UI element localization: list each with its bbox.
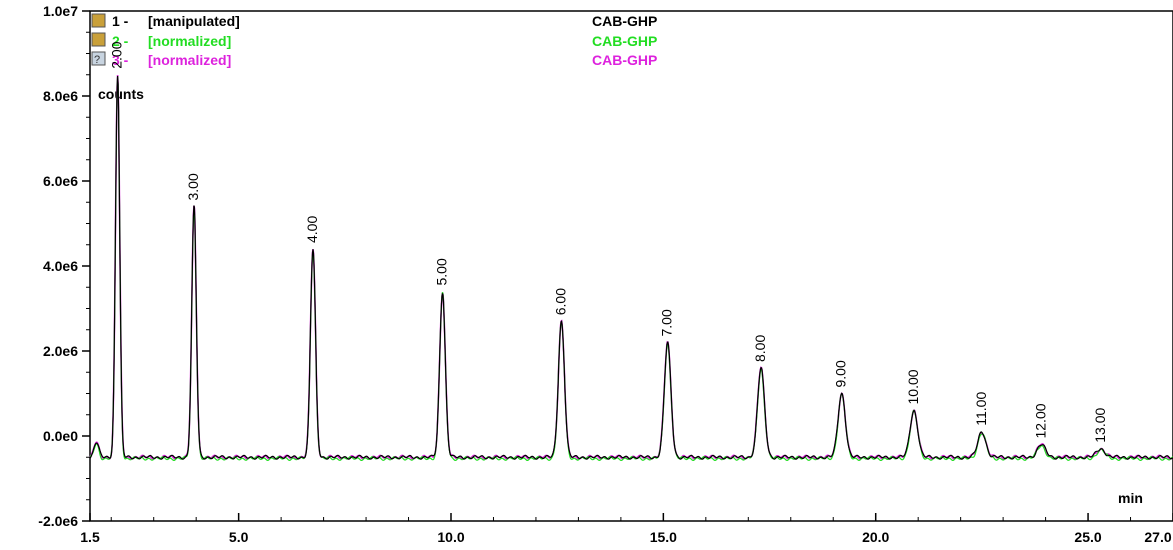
x-tick-label: 25.0 xyxy=(1074,529,1101,545)
y-tick-label: 6.0e6 xyxy=(43,173,78,189)
x-axis: 1.5 5.0 10.0 15.0 20.0 25.0 27.0 xyxy=(80,513,1173,545)
plot-frame xyxy=(89,10,1173,522)
y-tick-label: 4.0e6 xyxy=(43,258,78,274)
x-tick-label: 5.0 xyxy=(229,529,249,545)
legend-sample-2: CAB-GHP xyxy=(592,33,657,49)
legend-name-1: [manipulated] xyxy=(148,13,240,29)
legend-sample-1: CAB-GHP xyxy=(592,13,657,29)
flask-icon xyxy=(91,32,106,47)
legend-entry-2[interactable]: 2 - [normalized] CAB-GHP xyxy=(91,32,657,49)
y-tick-label: -2.0e6 xyxy=(38,513,78,529)
legend: 1 - [manipulated] CAB-GHP 2 - [normalize… xyxy=(91,13,657,68)
legend-index-2: 2 - xyxy=(112,33,129,49)
peak-label: 6.00 xyxy=(552,288,568,315)
x-tick-label: 1.5 xyxy=(80,529,100,545)
peak-label: 9.00 xyxy=(833,360,849,387)
legend-index-3: 3 - xyxy=(112,52,129,68)
peak-label: 8.00 xyxy=(752,335,768,362)
legend-name-3: [normalized] xyxy=(148,52,231,68)
x-tick-label: 20.0 xyxy=(862,529,889,545)
peak-label: 11.00 xyxy=(973,392,989,426)
peak-label: 3.00 xyxy=(185,173,201,200)
peak-label: 7.00 xyxy=(659,309,675,336)
legend-entry-1[interactable]: 1 - [manipulated] CAB-GHP xyxy=(91,13,657,29)
trace-line-3 xyxy=(89,75,1173,461)
peak-label: 4.00 xyxy=(304,216,320,243)
peak-label: 10.00 xyxy=(905,369,921,404)
traces xyxy=(89,75,1173,462)
y-tick-label: 2.0e6 xyxy=(43,343,78,359)
y-tick-label: 1.0e7 xyxy=(43,3,78,19)
legend-index-1: 1 - xyxy=(112,13,129,29)
unknown-icon xyxy=(91,51,106,66)
x-axis-title: min xyxy=(1118,490,1143,506)
peak-label: 2.00 xyxy=(109,41,125,68)
y-tick-label: 0.0e0 xyxy=(43,428,78,444)
peak-labels: 2.00 3.00 4.00 5.00 6.00 7.00 8.00 9.00 10.00 11.… xyxy=(109,41,1108,442)
y-axis-title: counts xyxy=(98,86,144,102)
trace-line-1 xyxy=(89,75,1173,460)
y-axis: 1.0e7 8.0e6 6.0e6 4.0e6 2.0e6 0.0e0 -2.0e6 xyxy=(38,3,90,529)
question-mark-glyph: ? xyxy=(94,54,100,66)
x-tick-label: 10.0 xyxy=(437,529,464,545)
legend-sample-3: CAB-GHP xyxy=(592,52,657,68)
peak-label: 5.00 xyxy=(434,258,450,285)
trace-line-2 xyxy=(89,76,1173,462)
flask-icon xyxy=(91,13,106,28)
y-tick-label: 8.0e6 xyxy=(43,88,78,104)
peak-label: 13.00 xyxy=(1092,408,1108,443)
legend-name-2: [normalized] xyxy=(148,33,231,49)
x-tick-label: 27.0 xyxy=(1144,529,1171,545)
legend-entry-3[interactable]: ? 3 - [normalized] CAB-GHP xyxy=(91,51,657,68)
peak-label: 12.00 xyxy=(1032,403,1048,438)
x-tick-label: 15.0 xyxy=(650,529,677,545)
